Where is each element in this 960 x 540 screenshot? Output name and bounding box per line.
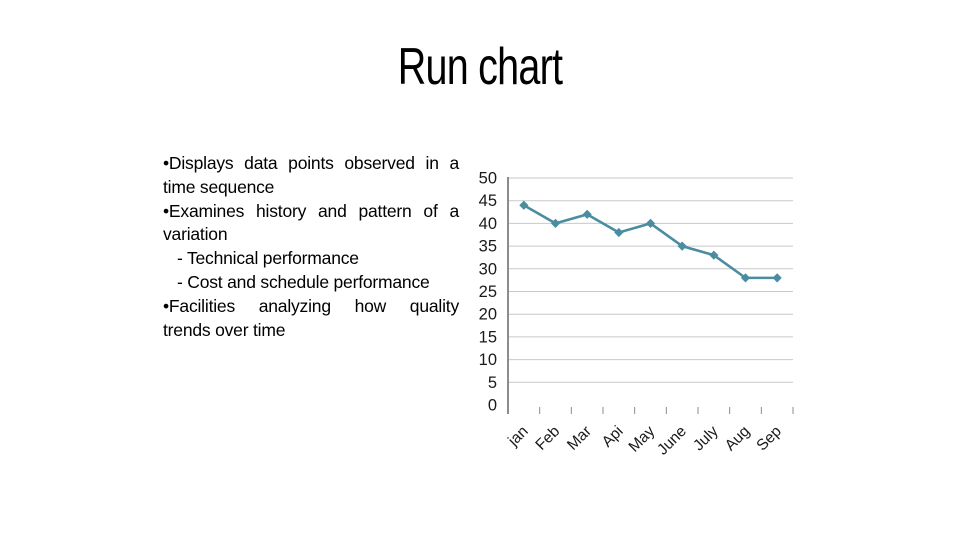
x-axis-tick-label: Api bbox=[599, 423, 627, 451]
y-axis-tick-label: 45 bbox=[479, 192, 497, 210]
x-axis-tick-label: jan bbox=[504, 423, 531, 450]
y-axis-tick-label: 15 bbox=[479, 328, 497, 346]
data-point-marker bbox=[709, 250, 719, 260]
data-point-marker bbox=[519, 200, 529, 210]
bullet-line: •Displays data points observed in a bbox=[163, 153, 459, 173]
slide-title: Run chart bbox=[397, 38, 563, 96]
data-series bbox=[519, 200, 782, 283]
y-axis-tick-label: 20 bbox=[479, 306, 497, 324]
data-point-marker bbox=[740, 273, 751, 283]
x-axis-tick-label: Feb bbox=[532, 423, 563, 454]
bullet-line: - Cost and schedule performance bbox=[177, 271, 430, 292]
bullet-text-block: •Displays data points observed in a time … bbox=[163, 152, 459, 342]
gridlines bbox=[508, 177, 793, 383]
axes bbox=[507, 177, 794, 414]
bullet-line: •Facilities analyzing how quality bbox=[163, 295, 459, 316]
data-point-marker bbox=[550, 218, 561, 228]
y-axis-tick-label: 50 bbox=[479, 170, 497, 188]
bullet-line: time sequence bbox=[163, 176, 275, 197]
bullet-line: - Technical performance bbox=[177, 248, 359, 269]
x-axis-tick-label: May bbox=[626, 423, 659, 456]
bullet-line: trends over time bbox=[163, 319, 286, 340]
y-axis-tick-label: 5 bbox=[488, 374, 497, 392]
bullet-line: •Examines history and pattern of a bbox=[163, 200, 459, 221]
x-axis-tick-label: June bbox=[654, 423, 690, 459]
data-point-marker bbox=[614, 227, 624, 238]
y-axis-tick-label: 40 bbox=[479, 215, 497, 233]
y-axis-tick-label: 35 bbox=[479, 238, 497, 256]
data-point-marker bbox=[582, 209, 592, 219]
x-axis-tick-label: July bbox=[690, 423, 722, 455]
bullet-line: variation bbox=[163, 224, 228, 245]
data-point-marker bbox=[645, 218, 656, 228]
series-line bbox=[522, 203, 779, 280]
x-axis-tick-label: Mar bbox=[564, 423, 595, 454]
y-axis-tick-label: 0 bbox=[488, 397, 497, 415]
x-axis-tick-label: Sep bbox=[753, 423, 785, 455]
data-point-marker bbox=[772, 273, 782, 283]
y-axis-tick-label: 25 bbox=[479, 283, 497, 301]
y-axis-tick-label: 30 bbox=[479, 260, 497, 278]
x-axis-tick-label: Aug bbox=[722, 423, 754, 455]
data-point-marker bbox=[677, 241, 687, 251]
y-axis-tick-label: 10 bbox=[479, 351, 497, 369]
y-axis-labels: 0 5 10 15 20 25 30 35 40 45 50 bbox=[479, 170, 497, 415]
